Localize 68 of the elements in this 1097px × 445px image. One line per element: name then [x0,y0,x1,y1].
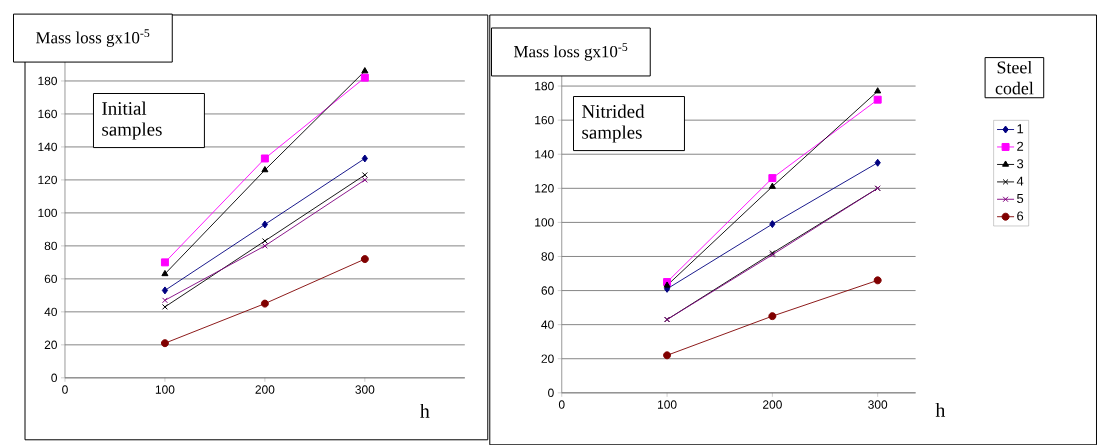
y-tick-label: 20 [541,354,554,363]
y-tick-label: 140 [535,149,554,159]
x-tick-label: 200 [255,385,275,394]
point [261,165,269,173]
annotation: Initial samples [102,101,162,140]
legend-label: 5 [1017,193,1024,203]
x-tick-label: 100 [658,400,677,409]
point [361,154,368,163]
legend-label: 2 [1017,141,1024,151]
legend-label: 4 [1016,176,1024,186]
point [361,176,368,183]
y-tick-label: 120 [38,175,57,184]
annotation: Nitrided samples [582,104,645,143]
y-tick-label: 60 [541,286,554,295]
x-tick-label: 200 [763,400,782,409]
y-tick-label: 20 [44,340,57,349]
point [261,242,268,249]
x-tick-label: 0 [62,385,68,394]
y-tick-label: 100 [535,218,554,227]
point [161,269,169,277]
point [260,154,269,163]
point [361,66,369,74]
x-tick-label: 300 [355,385,375,394]
point [261,237,268,244]
legend-title: Steel codel [995,60,1034,95]
x-tick-label: 300 [868,400,888,409]
point [663,281,671,288]
y-tick-label: 40 [541,320,554,329]
point [874,158,881,167]
legend-label: 3 [1017,159,1024,169]
point [161,286,169,295]
x-axis-title: h [420,403,430,418]
y-tick-label: 120 [535,183,554,193]
point [768,312,777,320]
point [260,299,269,308]
point [161,297,168,304]
point [873,276,882,285]
point [769,219,776,228]
point [360,73,369,82]
y-axis-title: Mass loss gx10$^{-5}$ [513,43,628,61]
y-tick-label: 80 [44,241,57,250]
y-tick-label: 160 [38,109,57,119]
point [261,220,268,229]
y-tick-label: 180 [535,81,554,91]
point [768,182,776,189]
point [768,173,777,182]
x-axis-title: h [935,402,946,417]
y-tick-label: 0 [51,373,57,382]
y-tick-label: 180 [38,76,57,86]
y-tick-label: 60 [44,274,57,283]
y-tick-label: 160 [535,115,554,125]
legend-label: 6 [1017,211,1024,221]
legend-label: 1 [1017,124,1024,134]
point [160,339,169,348]
x-tick-label: 0 [558,400,565,409]
point [361,171,368,178]
y-tick-label: 40 [44,307,57,316]
y-tick-label: 80 [541,252,554,261]
point [874,87,882,94]
x-tick-label: 100 [155,385,175,394]
point [160,258,169,267]
point [360,254,369,263]
point [873,95,882,104]
y-tick-label: 140 [38,142,57,152]
point [663,351,672,360]
y-tick-label: 100 [38,208,57,217]
point [161,303,168,310]
y-axis-title: Mass loss gx10$^{-5}$ [35,29,150,47]
